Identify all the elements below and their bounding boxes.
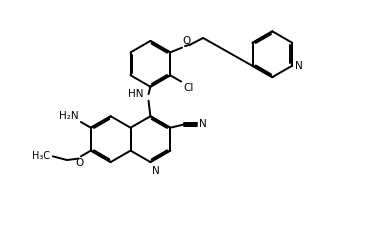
Text: H₂N: H₂N [59,110,79,121]
Text: N: N [199,119,207,129]
Text: HN: HN [128,89,144,99]
Text: Cl: Cl [183,83,194,93]
Text: O: O [183,37,191,47]
Text: N: N [295,61,302,71]
Text: N: N [152,166,160,176]
Text: H₃C: H₃C [32,151,50,161]
Text: O: O [75,158,83,168]
